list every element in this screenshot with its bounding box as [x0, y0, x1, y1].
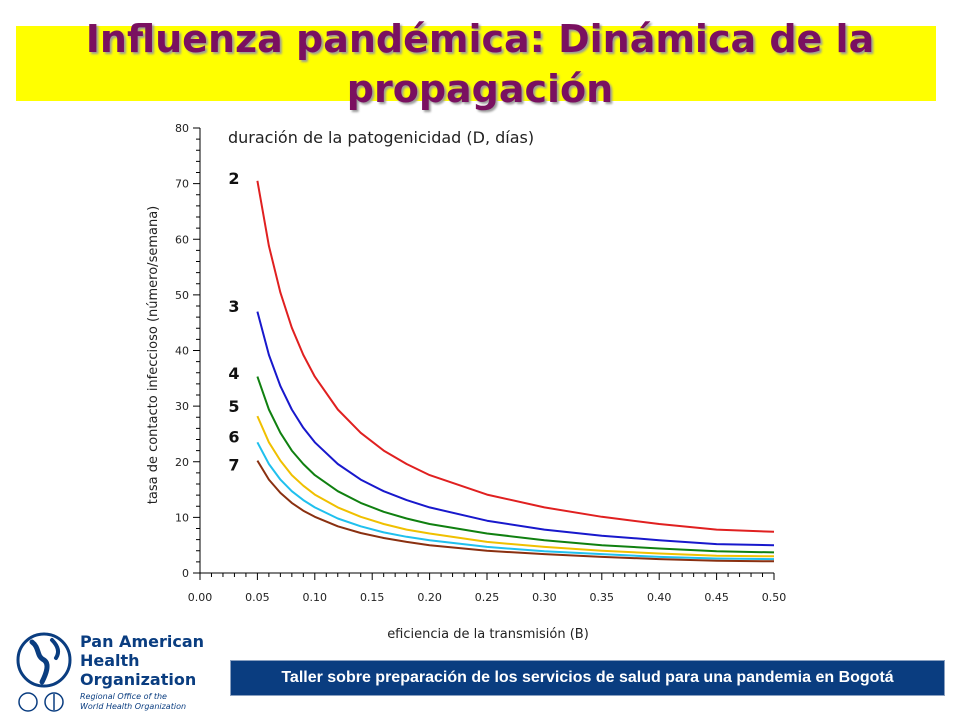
x-tick-label: 0.50	[762, 591, 787, 604]
x-tick-label: 0.15	[360, 591, 385, 604]
logo-line-3: Organization	[80, 670, 197, 689]
title-band	[16, 26, 936, 101]
series-label-7: 7	[228, 456, 239, 475]
x-tick-label: 0.45	[704, 591, 729, 604]
logo-sub-2: World Health Organization	[80, 702, 187, 711]
y-tick-label: 30	[175, 400, 189, 413]
chart-title: duración de la patogenicidad (D, días)	[228, 128, 534, 147]
chart-series	[256, 180, 775, 563]
chart-series-labels: 2 3 4 5 6 7	[228, 169, 239, 474]
logo-name: Pan American Health Organization	[80, 632, 204, 689]
series-line-7	[256, 460, 775, 563]
x-axis-label: eficiencia de la transmisión (B)	[387, 627, 589, 642]
series-line-5	[256, 415, 775, 558]
y-tick-label: 80	[175, 122, 189, 135]
x-tick-label: 0.35	[590, 591, 615, 604]
y-tick-label: 20	[175, 456, 189, 469]
series-line-3	[256, 311, 775, 547]
footer-band: Taller sobre preparación de los servicio…	[230, 660, 945, 696]
series-label-4: 4	[228, 364, 239, 383]
series-label-3: 3	[228, 297, 239, 316]
series-label-5: 5	[228, 397, 239, 416]
x-tick-label: 0.05	[245, 591, 270, 604]
y-tick-label: 50	[175, 289, 189, 302]
globe-icon	[16, 632, 72, 712]
series-line-4	[256, 376, 775, 554]
footer-text: Taller sobre preparación de los servicio…	[281, 669, 894, 686]
y-tick-label: 10	[175, 511, 189, 524]
series-label-6: 6	[228, 428, 239, 447]
series-line-2	[256, 180, 775, 533]
logo-sub-1: Regional Office of the	[80, 692, 167, 701]
logo-line-2: Health	[80, 651, 140, 670]
y-tick-label: 70	[175, 178, 189, 191]
title-line-1: Influenza pandémica: Dinámica de la	[85, 17, 875, 61]
y-tick-label: 0	[182, 567, 189, 580]
y-axis-label: tasa de contacto infeccioso (número/sema…	[146, 206, 161, 504]
x-tick-label: 0.20	[417, 591, 442, 604]
x-tick-label: 0.00	[188, 591, 213, 604]
x-tick-label: 0.10	[303, 591, 328, 604]
y-tick-label: 40	[175, 345, 189, 358]
logo-subtitle: Regional Office of the World Health Orga…	[80, 692, 186, 712]
x-tick-label: 0.25	[475, 591, 500, 604]
paho-logo: Pan American Health Organization Regiona…	[14, 630, 204, 714]
logo-line-1: Pan American	[80, 632, 205, 651]
x-tick-label: 0.40	[647, 591, 672, 604]
series-label-2: 2	[228, 169, 239, 188]
series-line-6	[256, 441, 775, 561]
x-tick-label: 0.30	[532, 591, 557, 604]
y-tick-label: 60	[175, 233, 189, 246]
title-line-2: propagación	[346, 67, 614, 111]
page-title: Influenza pandémica: Dinámica de la prop…	[0, 14, 960, 114]
chart-axes: 0 10 20 30 40 50 60 70 80 0.00 0.05 0.10 0.15 0.20 0.2…	[175, 122, 786, 604]
